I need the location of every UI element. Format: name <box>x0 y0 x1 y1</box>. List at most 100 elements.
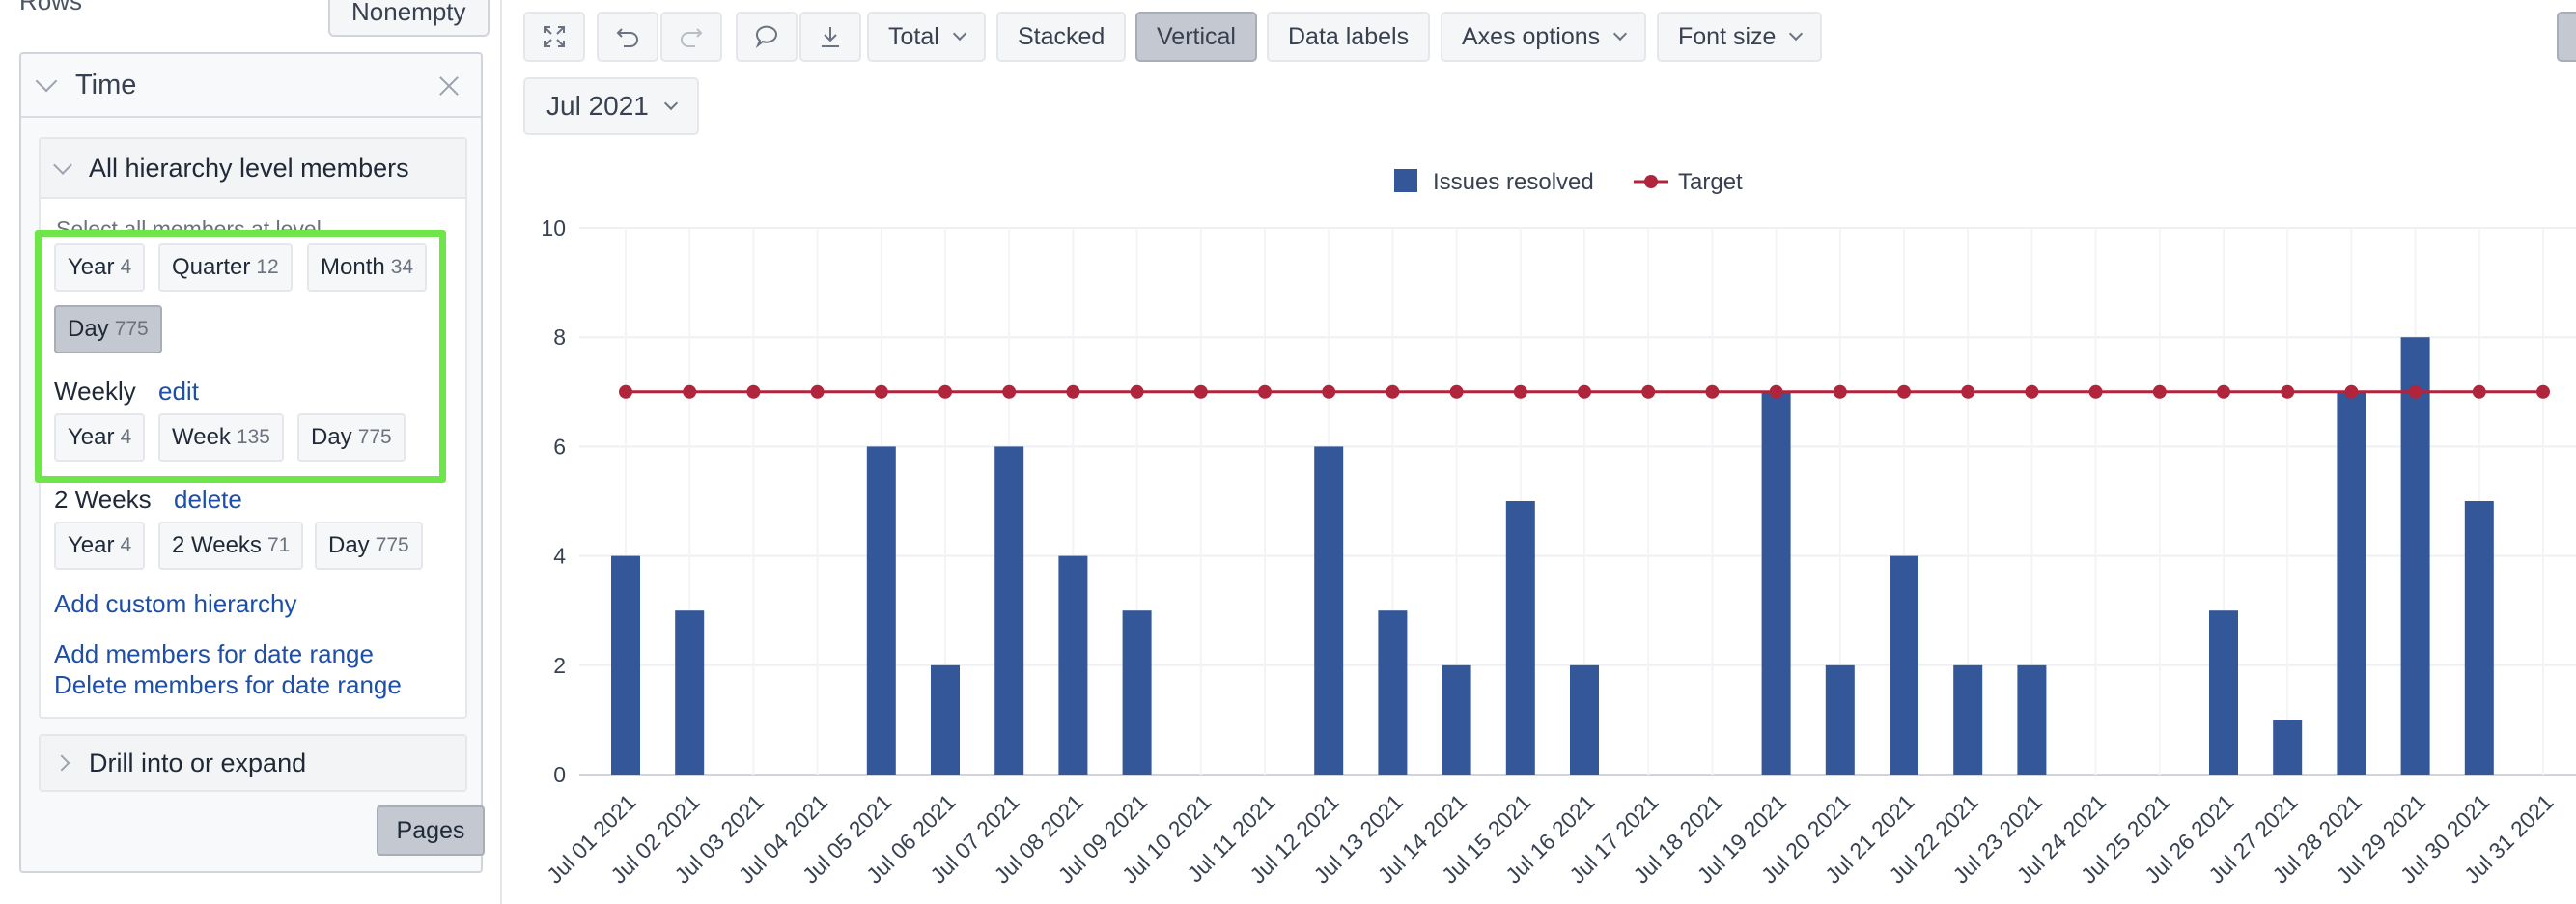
chevron-down-icon[interactable] <box>53 155 72 175</box>
bar[interactable] <box>1442 664 1471 775</box>
target-point[interactable] <box>1258 384 1272 399</box>
target-point[interactable] <box>1769 384 1783 399</box>
drill-section[interactable]: Drill into or expand <box>39 734 467 792</box>
fullscreen-button[interactable] <box>523 12 585 62</box>
bar[interactable] <box>1378 610 1408 775</box>
weekly-chip-week[interactable]: Week 135 <box>158 413 284 462</box>
chip-count: 135 <box>236 426 270 448</box>
target-point[interactable] <box>1705 384 1720 399</box>
bar[interactable] <box>1953 664 1983 775</box>
bar[interactable] <box>2337 391 2366 775</box>
weekly-chip-year[interactable]: Year 4 <box>54 413 146 462</box>
level-chip-year[interactable]: Year 4 <box>54 243 146 292</box>
target-point[interactable] <box>2472 384 2486 399</box>
weekly-hierarchy-name: Weekly <box>54 377 136 406</box>
bar[interactable] <box>1761 391 1791 775</box>
target-point[interactable] <box>1193 384 1208 399</box>
bar[interactable] <box>2017 664 2047 775</box>
data-labels-button[interactable]: Data labels <box>1267 12 1431 62</box>
target-point[interactable] <box>2281 384 2295 399</box>
target-point[interactable] <box>746 384 761 399</box>
nonempty-button[interactable]: Nonempty <box>328 0 490 37</box>
bar[interactable] <box>1122 610 1152 775</box>
bar[interactable] <box>866 446 896 775</box>
target-point[interactable] <box>1002 384 1017 399</box>
target-point[interactable] <box>938 384 952 399</box>
level-chip-month[interactable]: Month 34 <box>307 243 428 292</box>
bar[interactable] <box>1314 446 1344 775</box>
date-selector[interactable]: Jul 2021 <box>523 77 699 135</box>
bar[interactable] <box>2209 610 2238 775</box>
left-panel: Rows Nonempty Time All hierarchy level m… <box>0 0 502 904</box>
bar[interactable] <box>1570 664 1599 775</box>
target-point[interactable] <box>1513 384 1527 399</box>
delete-members-range-link[interactable]: Delete members for date range <box>54 670 402 699</box>
add-custom-hierarchy-link[interactable]: Add custom hierarchy <box>54 589 297 618</box>
bar[interactable] <box>2400 337 2430 775</box>
level-chip-quarter[interactable]: Quarter 12 <box>158 243 293 292</box>
two-weeks-delete-link[interactable]: delete <box>174 485 242 514</box>
y-tick-label: 8 <box>553 325 566 350</box>
target-point[interactable] <box>2088 384 2103 399</box>
two-weeks-chip-year[interactable]: Year 4 <box>54 522 146 570</box>
comment-button[interactable] <box>736 12 798 62</box>
close-icon[interactable] <box>434 71 463 100</box>
target-point[interactable] <box>1449 384 1464 399</box>
bar[interactable] <box>675 610 705 775</box>
target-point[interactable] <box>1897 384 1911 399</box>
target-point[interactable] <box>874 384 888 399</box>
bar[interactable] <box>1505 501 1535 775</box>
target-point[interactable] <box>1641 384 1656 399</box>
stacked-button[interactable]: Stacked <box>996 12 1127 62</box>
target-point[interactable] <box>1578 384 1591 399</box>
target-point[interactable] <box>1130 384 1144 399</box>
y-tick-label: 0 <box>553 762 566 787</box>
font-size-dropdown[interactable]: Font size <box>1657 12 1823 62</box>
add-members-range-link[interactable]: Add members for date range <box>54 639 374 668</box>
target-point[interactable] <box>2217 384 2230 399</box>
target-point[interactable] <box>2152 384 2167 399</box>
axes-options-dropdown[interactable]: Axes options <box>1441 12 1647 62</box>
hierarchy-header[interactable]: All hierarchy level members <box>41 139 465 199</box>
target-point[interactable] <box>2344 384 2359 399</box>
download-button[interactable] <box>799 12 861 62</box>
level-chip-day[interactable]: Day 775 <box>54 305 162 353</box>
chevron-down-icon[interactable] <box>35 70 58 93</box>
chevron-right-icon[interactable] <box>53 754 70 772</box>
target-point[interactable] <box>619 384 632 399</box>
two-weeks-chip-day[interactable]: Day 775 <box>315 522 423 570</box>
target-point[interactable] <box>1833 384 1847 399</box>
redo-button[interactable] <box>660 12 722 62</box>
bar[interactable] <box>2464 501 2494 775</box>
bar[interactable] <box>1825 664 1855 775</box>
bar[interactable] <box>994 446 1024 775</box>
target-point[interactable] <box>810 384 825 399</box>
target-point[interactable] <box>2408 384 2422 399</box>
target-point[interactable] <box>683 384 697 399</box>
legend-label-issues[interactable]: Issues resolved <box>1433 169 1594 195</box>
bar[interactable] <box>611 555 640 775</box>
total-dropdown[interactable]: Total <box>867 12 986 62</box>
target-point[interactable] <box>2536 384 2550 399</box>
target-point[interactable] <box>1322 384 1336 399</box>
weekly-chip-day[interactable]: Day 775 <box>297 413 406 462</box>
vertical-button[interactable]: Vertical <box>1135 12 1257 62</box>
undo-button[interactable] <box>597 12 658 62</box>
weekly-edit-link[interactable]: edit <box>158 377 199 406</box>
target-point[interactable] <box>1386 384 1400 399</box>
two-weeks-chip-2weeks[interactable]: 2 Weeks 71 <box>158 522 304 570</box>
time-header[interactable]: Time <box>21 54 481 118</box>
chip-label: Quarter <box>172 254 251 280</box>
pages-button[interactable]: Pages <box>377 805 485 856</box>
bar[interactable] <box>1890 555 1918 775</box>
bar[interactable] <box>2273 720 2303 775</box>
legend-label-target[interactable]: Target <box>1678 169 1743 195</box>
bar[interactable] <box>1058 555 1088 775</box>
bar[interactable] <box>931 664 960 775</box>
chip-label: Day <box>68 316 109 342</box>
settings-button[interactable] <box>2557 12 2576 62</box>
redo-icon <box>681 28 703 47</box>
target-point[interactable] <box>1961 384 1975 399</box>
target-point[interactable] <box>1066 384 1080 399</box>
target-point[interactable] <box>2025 384 2039 399</box>
